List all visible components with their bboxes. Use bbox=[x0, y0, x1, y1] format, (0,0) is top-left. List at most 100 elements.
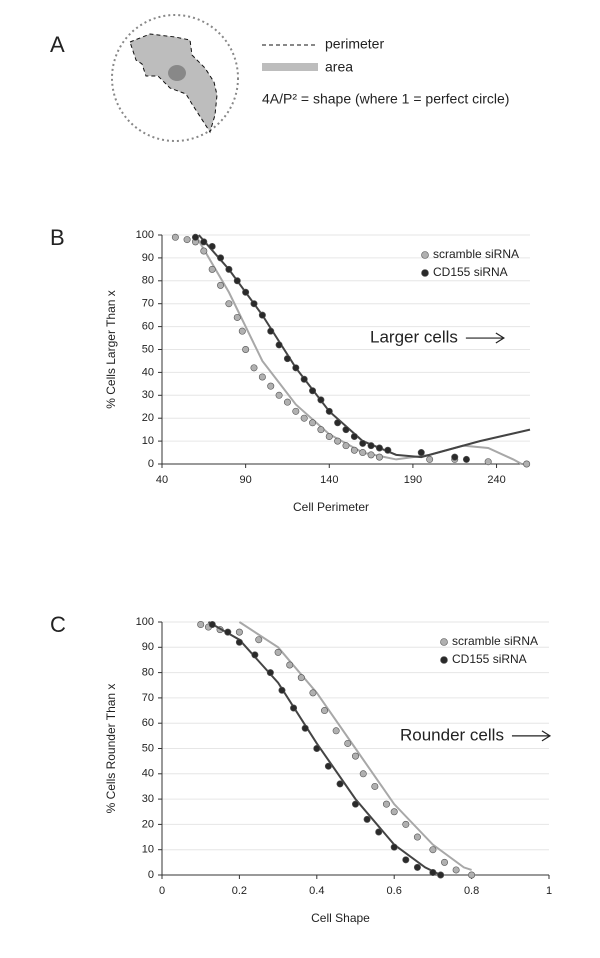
data-point bbox=[224, 628, 232, 636]
legend-label: scramble siRNA bbox=[433, 247, 519, 261]
legend-label: perimeter bbox=[325, 36, 384, 52]
x-tick-label: 40 bbox=[156, 474, 168, 486]
data-point bbox=[359, 770, 367, 778]
data-point bbox=[292, 407, 300, 415]
data-point bbox=[375, 453, 383, 461]
data-point bbox=[258, 311, 266, 319]
data-point bbox=[402, 820, 410, 828]
y-tick-label: 0 bbox=[148, 458, 154, 470]
y-tick-label: 90 bbox=[142, 252, 154, 264]
legend-marker bbox=[440, 638, 448, 646]
y-tick-label: 80 bbox=[142, 275, 154, 287]
data-point bbox=[251, 651, 259, 659]
data-point bbox=[242, 345, 250, 353]
data-point bbox=[208, 242, 216, 250]
cell-shape bbox=[129, 33, 218, 134]
data-point bbox=[390, 843, 398, 851]
data-point bbox=[523, 460, 531, 468]
x-tick-label: 1 bbox=[546, 885, 552, 897]
legend-label: scramble siRNA bbox=[452, 634, 538, 648]
y-tick-label: 100 bbox=[136, 229, 154, 241]
data-point bbox=[452, 866, 460, 874]
data-point bbox=[274, 648, 282, 656]
legend-label: CD155 siRNA bbox=[452, 652, 527, 666]
data-point bbox=[208, 265, 216, 273]
data-point bbox=[363, 815, 371, 823]
data-point bbox=[233, 313, 241, 321]
data-point bbox=[238, 327, 246, 335]
y-tick-label: 0 bbox=[148, 869, 154, 881]
data-point bbox=[278, 686, 286, 694]
legend-label: CD155 siRNA bbox=[433, 265, 508, 279]
data-point bbox=[334, 419, 342, 427]
data-point bbox=[283, 355, 291, 363]
x-tick-label: 90 bbox=[240, 474, 252, 486]
data-point bbox=[297, 674, 305, 682]
data-point bbox=[336, 780, 344, 788]
data-point bbox=[250, 300, 258, 308]
y-tick-label: 40 bbox=[142, 366, 154, 378]
data-point bbox=[258, 373, 266, 381]
data-point bbox=[429, 846, 437, 854]
data-point bbox=[351, 752, 359, 760]
panel-label: C bbox=[50, 612, 66, 637]
annotation-arrow bbox=[511, 730, 552, 742]
data-point bbox=[267, 327, 275, 335]
data-point bbox=[233, 277, 241, 285]
data-point bbox=[367, 451, 375, 459]
data-point bbox=[451, 453, 459, 461]
data-point bbox=[462, 455, 470, 463]
data-point bbox=[191, 233, 199, 241]
data-point bbox=[325, 407, 333, 415]
annotation-arrow bbox=[465, 332, 506, 344]
data-point bbox=[255, 636, 263, 644]
data-point bbox=[317, 426, 325, 434]
y-tick-label: 30 bbox=[142, 793, 154, 805]
data-point bbox=[350, 433, 358, 441]
data-point bbox=[313, 744, 321, 752]
annotation: Larger cells bbox=[370, 328, 458, 347]
y-tick-label: 80 bbox=[142, 667, 154, 679]
y-tick-label: 50 bbox=[142, 742, 154, 754]
data-point bbox=[309, 689, 317, 697]
y-axis-label: % Cells Rounder Than x bbox=[104, 684, 118, 814]
data-point bbox=[324, 762, 332, 770]
data-point bbox=[484, 458, 492, 466]
data-point bbox=[235, 638, 243, 646]
y-tick-label: 50 bbox=[142, 343, 154, 355]
data-point bbox=[171, 233, 179, 241]
y-tick-label: 90 bbox=[142, 641, 154, 653]
y-tick-label: 70 bbox=[142, 298, 154, 310]
data-point bbox=[367, 442, 375, 450]
data-point bbox=[183, 236, 191, 244]
data-point bbox=[351, 800, 359, 808]
data-point bbox=[200, 238, 208, 246]
y-tick-label: 60 bbox=[142, 321, 154, 333]
data-point bbox=[267, 382, 275, 390]
data-point bbox=[242, 288, 250, 296]
data-point bbox=[413, 863, 421, 871]
cell-nucleus bbox=[168, 65, 186, 81]
y-axis-label: % Cells Larger Than x bbox=[104, 290, 118, 409]
data-point bbox=[441, 858, 449, 866]
x-tick-label: 0.6 bbox=[387, 885, 402, 897]
y-tick-label: 10 bbox=[142, 435, 154, 447]
annotation: Rounder cells bbox=[400, 725, 504, 744]
legend-marker bbox=[440, 656, 448, 664]
data-point bbox=[250, 364, 258, 372]
x-tick-label: 140 bbox=[320, 474, 338, 486]
data-point bbox=[350, 446, 358, 454]
x-tick-label: 190 bbox=[404, 474, 422, 486]
data-point bbox=[197, 621, 205, 629]
data-point bbox=[342, 442, 350, 450]
x-axis-label: Cell Shape bbox=[311, 911, 370, 925]
y-tick-label: 40 bbox=[142, 768, 154, 780]
formula: 4A/P² = shape (where 1 = perfect circle) bbox=[262, 91, 509, 107]
panel-label: B bbox=[50, 225, 65, 250]
data-point bbox=[384, 446, 392, 454]
data-point bbox=[208, 621, 216, 629]
data-point bbox=[283, 398, 291, 406]
data-point bbox=[225, 265, 233, 273]
